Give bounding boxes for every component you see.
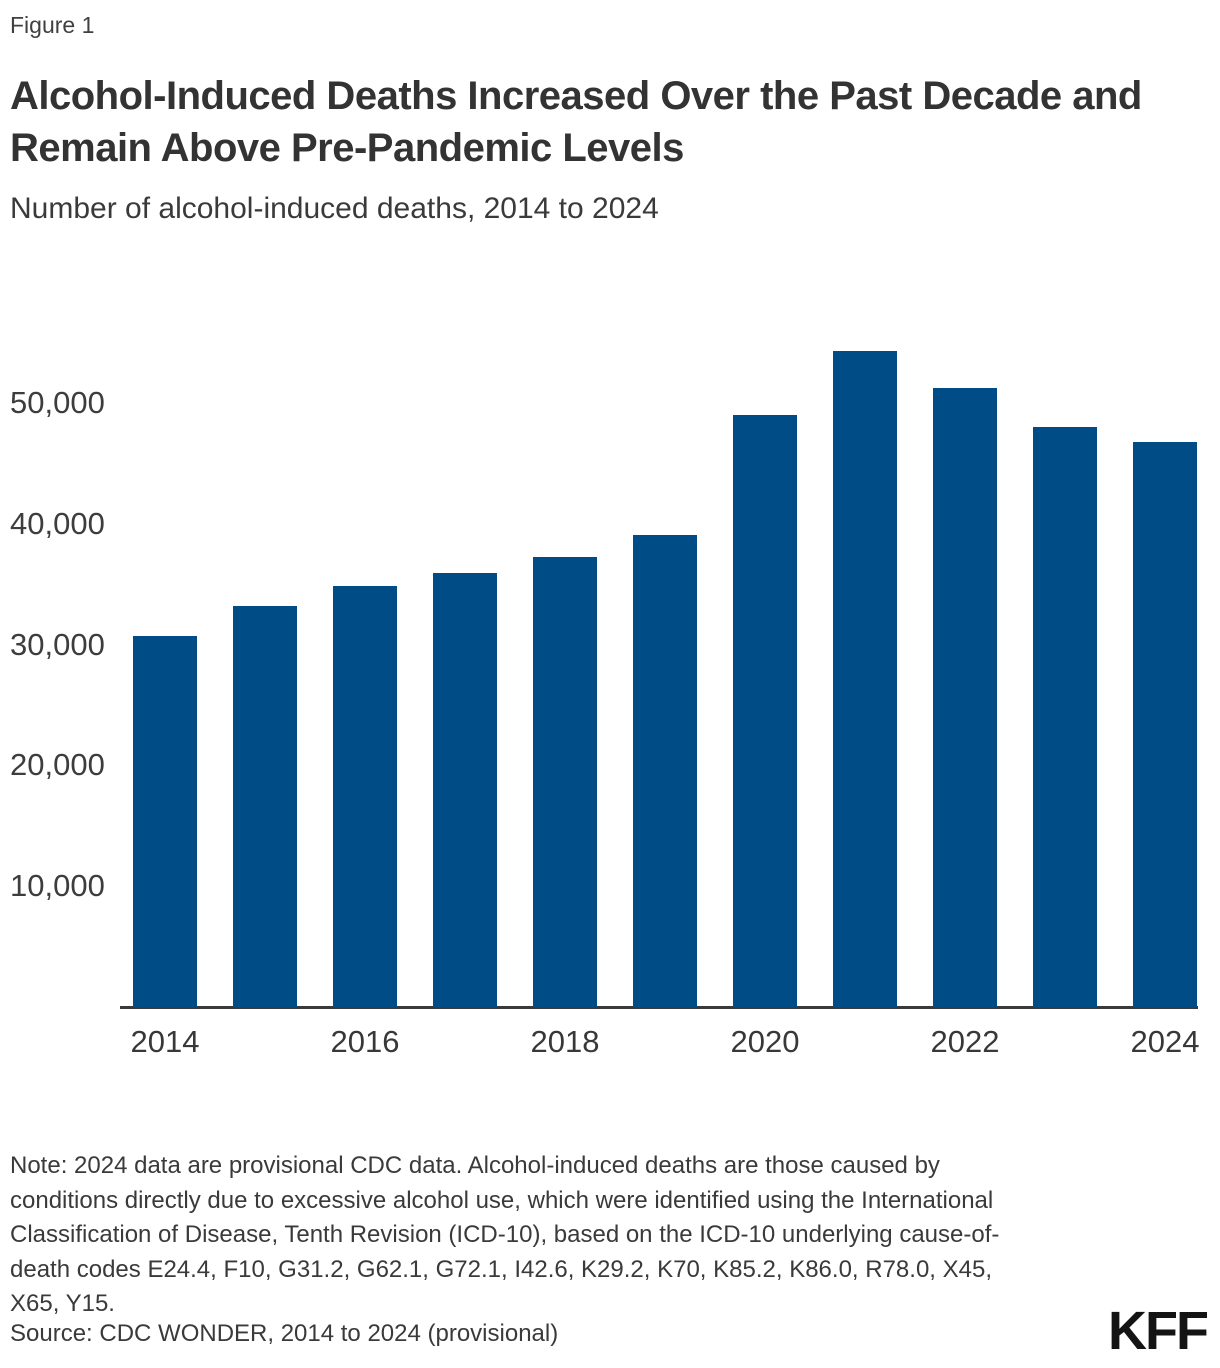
y-axis-tick-label: 50,000	[10, 385, 105, 421]
y-axis-tick-label: 20,000	[10, 747, 105, 783]
chart-subtitle: Number of alcohol-induced deaths, 2014 t…	[10, 192, 659, 225]
x-axis-tick-label: 2022	[930, 1024, 1000, 1059]
bar-2016	[333, 585, 397, 1007]
page-title: Alcohol-Induced Deaths Increased Over th…	[10, 70, 1215, 174]
x-axis-tick-label: 2016	[330, 1024, 400, 1059]
page-title-line-2: Remain Above Pre-Pandemic Levels	[10, 126, 684, 170]
bar-2015	[233, 606, 297, 1007]
page-title-line-1: Alcohol-Induced Deaths Increased Over th…	[10, 74, 1142, 118]
bar-2014	[133, 636, 197, 1007]
bar-2019	[633, 534, 697, 1007]
bar-2018	[533, 556, 597, 1007]
x-axis-tick-label: 2014	[130, 1024, 200, 1059]
bar-2020	[733, 415, 797, 1007]
x-axis-tick-label: 2018	[530, 1024, 600, 1059]
y-axis-tick-label: 40,000	[10, 505, 105, 541]
kff-logo: KFF	[1108, 1301, 1209, 1361]
note-text: Note: 2024 data are provisional CDC data…	[10, 1152, 1000, 1317]
x-axis-tick-label: 2020	[730, 1024, 800, 1059]
y-axis-tick-label: 10,000	[10, 868, 105, 904]
bar-2021	[833, 351, 897, 1007]
bar-2023	[1033, 427, 1097, 1007]
y-axis-tick-label: 30,000	[10, 626, 105, 662]
figure-label: Figure 1	[10, 12, 95, 38]
x-axis-line	[120, 1006, 1198, 1009]
bar-2024	[1133, 441, 1197, 1007]
source-text: Source: CDC WONDER, 2014 to 2024 (provis…	[10, 1320, 559, 1347]
bar-2017	[433, 573, 497, 1007]
x-axis-tick-label: 2024	[1130, 1024, 1200, 1059]
bar-2022	[933, 387, 997, 1007]
